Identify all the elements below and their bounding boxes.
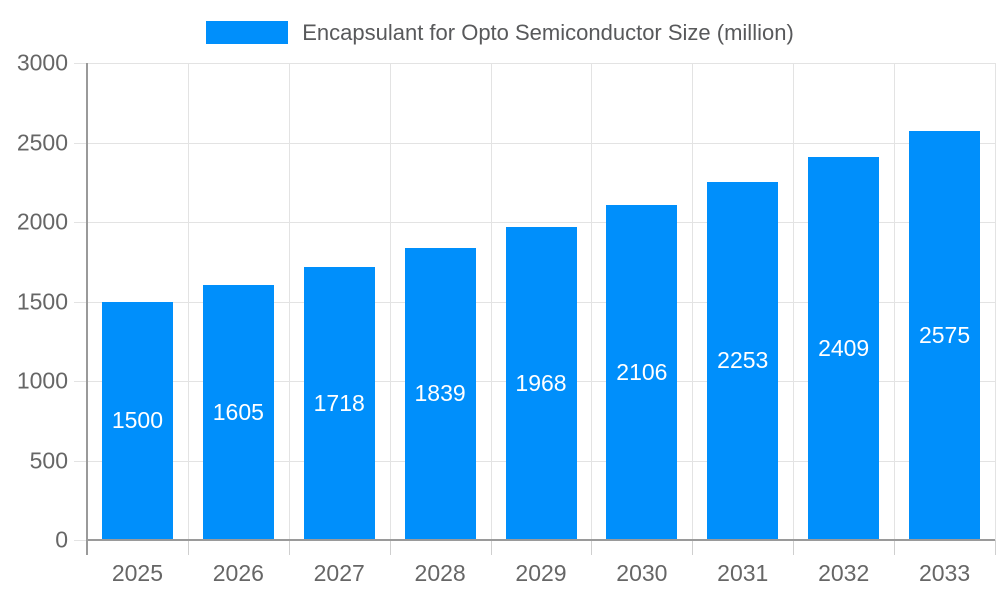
legend-swatch	[206, 21, 289, 44]
bar-value-label: 1500	[111, 407, 164, 434]
y-axis-tick	[74, 540, 87, 541]
bar-value-label: 2106	[616, 359, 668, 386]
x-axis-label: 2027	[313, 560, 365, 586]
x-axis-line	[87, 539, 995, 541]
gridline-horizontal	[87, 63, 995, 64]
x-axis-tick	[490, 540, 492, 555]
y-axis-line	[86, 63, 88, 555]
y-axis-label: 1000	[16, 367, 68, 394]
y-axis-label: 2000	[16, 208, 68, 235]
y-axis-tick	[74, 63, 87, 64]
bar[interactable]: 1718	[303, 266, 375, 540]
y-axis-tick	[74, 301, 87, 303]
bar[interactable]: 1605	[202, 284, 274, 540]
x-axis-label: 2033	[918, 560, 971, 586]
bar-value-label: 2409	[818, 334, 870, 361]
x-axis-tick	[389, 540, 391, 555]
x-axis-label: 2025	[111, 560, 164, 586]
x-axis-tick	[894, 540, 896, 555]
gridline-horizontal	[87, 142, 995, 144]
y-axis-label: 2500	[16, 129, 68, 155]
bar[interactable]: 1500	[101, 301, 173, 540]
x-axis-tick	[288, 540, 290, 555]
gridline-horizontal	[87, 222, 995, 223]
x-axis-label: 2032	[818, 560, 870, 586]
bar[interactable]: 2575	[909, 130, 981, 540]
bar-value-label: 2253	[717, 347, 769, 374]
y-axis-label: 500	[29, 447, 68, 473]
x-axis-label: 2028	[414, 560, 466, 586]
x-axis-tick	[793, 540, 795, 555]
x-axis-tick	[995, 540, 996, 555]
bar[interactable]: 2106	[606, 205, 678, 540]
x-axis-tick	[692, 540, 694, 555]
bar-value-label: 2575	[918, 321, 971, 348]
gridline-vertical	[995, 63, 996, 540]
bar[interactable]: 2253	[707, 181, 779, 540]
gridline-vertical	[692, 63, 694, 540]
plot-area: 0 500 1000 1500 2000 2500 3000 1500 1605 1718 1839…	[17, 50, 996, 586]
y-axis-label: 1500	[16, 288, 68, 314]
gridline-vertical	[894, 63, 896, 540]
bar-value-label: 1839	[414, 380, 466, 407]
bar[interactable]: 2409	[808, 156, 880, 540]
y-axis-tick	[74, 460, 87, 462]
x-axis-label: 2026	[212, 560, 264, 586]
gridline-vertical	[187, 63, 189, 540]
y-axis-label: 3000	[16, 49, 68, 76]
gridline-vertical	[490, 63, 492, 540]
y-axis-label: 0	[55, 526, 68, 553]
x-axis-label: 2030	[616, 560, 668, 586]
gridline-vertical	[389, 63, 391, 540]
bar-value-label: 1605	[212, 398, 264, 425]
bar-value-label: 1718	[313, 389, 365, 416]
gridline-vertical	[591, 63, 593, 540]
y-axis-tick	[74, 222, 87, 223]
bar[interactable]: 1839	[404, 247, 476, 540]
y-axis-tick	[74, 381, 87, 382]
legend-label: Encapsulant for Opto Semiconductor Size …	[302, 20, 794, 45]
x-axis-label: 2031	[717, 560, 769, 586]
gridline-vertical	[793, 63, 795, 540]
y-axis-tick	[74, 142, 87, 144]
chart-legend[interactable]: Encapsulant for Opto Semiconductor Size …	[0, 21, 1000, 44]
x-axis-label: 2029	[515, 560, 567, 586]
bar-value-label: 1968	[515, 370, 567, 397]
bar[interactable]: 1968	[505, 227, 577, 540]
x-axis-tick	[187, 540, 189, 555]
x-axis-tick	[591, 540, 593, 555]
gridline-vertical	[288, 63, 290, 540]
